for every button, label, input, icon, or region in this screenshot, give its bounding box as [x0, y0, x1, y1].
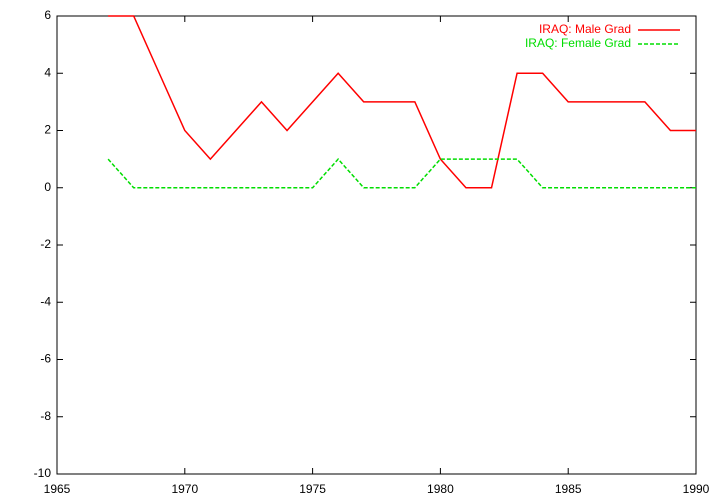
x-tick-label: 1970: [171, 482, 198, 496]
y-tick-label: 6: [44, 8, 51, 22]
x-tick-label: 1990: [683, 482, 710, 496]
y-tick-label: -2: [40, 237, 51, 251]
x-tick-label: 1985: [555, 482, 582, 496]
y-tick-label: 4: [44, 65, 51, 79]
y-tick-label: 0: [44, 180, 51, 194]
series-line: [108, 15, 696, 189]
legend-label: IRAQ: Female Grad: [525, 36, 631, 50]
y-tick-label: -4: [40, 294, 51, 308]
y-tick-label: -6: [40, 352, 51, 366]
series-line: [107, 158, 696, 189]
legend-label: IRAQ: Male Grad: [539, 22, 631, 36]
x-tick-label: 1975: [299, 482, 326, 496]
y-tick-label: -8: [40, 409, 51, 423]
plot-frame: [56, 15, 697, 475]
y-tick-label: 2: [44, 123, 51, 137]
x-tick-label: 1965: [44, 482, 71, 496]
y-tick-label: -10: [34, 466, 52, 480]
x-tick-label: 1980: [427, 482, 454, 496]
